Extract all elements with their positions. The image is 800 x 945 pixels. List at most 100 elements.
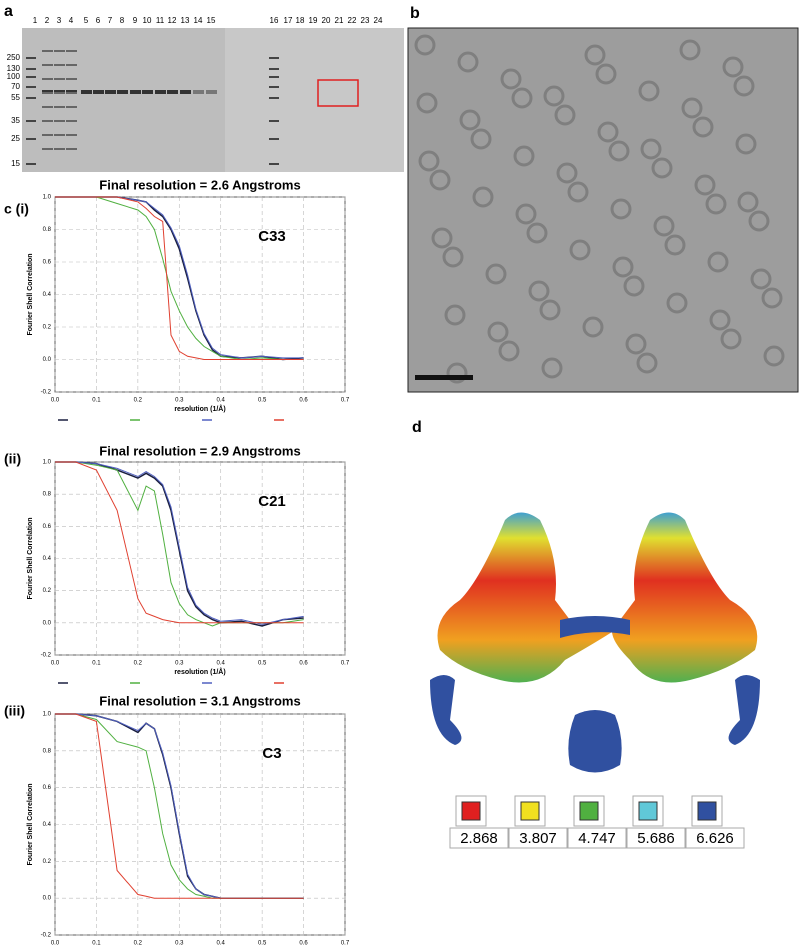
bridge xyxy=(560,616,630,638)
particle xyxy=(457,51,479,73)
y-tick-label: 0.6 xyxy=(43,260,52,266)
x-tick-label: 0.5 xyxy=(258,398,267,404)
particle xyxy=(485,263,507,285)
lane-label: 9 xyxy=(133,16,138,25)
particles xyxy=(414,34,785,384)
y-tick-label: 0.8 xyxy=(43,748,52,754)
x-axis-label: resolution (1/Å) xyxy=(174,404,225,413)
x-tick-label: 0.0 xyxy=(51,398,60,404)
lane-label: 21 xyxy=(335,16,344,25)
marker-label: 70 xyxy=(11,82,20,91)
swatch-frame xyxy=(455,795,487,827)
particle xyxy=(429,169,451,191)
lane-label: 20 xyxy=(322,16,331,25)
band xyxy=(269,86,279,88)
lane-label: 14 xyxy=(194,16,203,25)
lane-label: 7 xyxy=(108,16,113,25)
y-tick-label: 1.0 xyxy=(43,460,52,466)
particle xyxy=(487,321,509,343)
band xyxy=(269,138,279,140)
panel-label: c (i) xyxy=(4,201,29,217)
value-box xyxy=(567,827,627,849)
particle xyxy=(733,75,755,97)
marker-label: 55 xyxy=(11,93,20,102)
band xyxy=(66,134,77,136)
y-axis-label: Fourier Shell Correlation xyxy=(27,253,34,335)
band xyxy=(66,92,77,94)
particle xyxy=(567,181,589,203)
particle xyxy=(418,150,440,172)
particle xyxy=(539,299,561,321)
y-tick-label: 0.0 xyxy=(43,357,52,363)
annotation: C33 xyxy=(258,228,286,245)
lane-label: 24 xyxy=(374,16,383,25)
x-tick-label: 0.1 xyxy=(92,941,101,945)
x-tick-label: 0.7 xyxy=(341,398,350,404)
annotation: C3 xyxy=(262,745,281,762)
particle xyxy=(513,145,535,167)
x-tick-label: 0.5 xyxy=(258,661,267,667)
band xyxy=(269,163,279,165)
band xyxy=(42,50,53,52)
band xyxy=(269,120,279,122)
band xyxy=(130,90,141,94)
y-tick-label: 0.8 xyxy=(43,227,52,233)
y-tick-label: 0.6 xyxy=(43,785,52,791)
particle xyxy=(595,63,617,85)
band xyxy=(167,90,178,94)
band xyxy=(54,120,65,122)
band xyxy=(42,106,53,108)
particle xyxy=(584,44,606,66)
scale-value: 6.626 xyxy=(696,830,734,847)
band xyxy=(269,76,279,78)
particle xyxy=(446,362,468,384)
y-tick-label: 0.2 xyxy=(43,325,52,331)
particle xyxy=(636,352,658,374)
marker-label: 25 xyxy=(11,134,20,143)
band xyxy=(54,106,65,108)
x-tick-label: 0.6 xyxy=(299,941,308,945)
band xyxy=(66,148,77,150)
x-tick-label: 0.5 xyxy=(258,941,267,945)
particle xyxy=(459,109,481,131)
particle xyxy=(554,104,576,126)
band xyxy=(42,92,53,94)
lane-label: 4 xyxy=(69,16,74,25)
particle xyxy=(541,357,563,379)
y-tick-label: 0.4 xyxy=(43,292,52,298)
band xyxy=(54,50,65,52)
band xyxy=(117,90,128,94)
marker-label: 35 xyxy=(11,116,20,125)
band xyxy=(93,90,104,94)
band xyxy=(66,78,77,80)
band xyxy=(42,64,53,66)
panel-label: (iii) xyxy=(4,703,25,719)
particle xyxy=(472,186,494,208)
y-tick-label: 0.0 xyxy=(43,620,52,626)
band xyxy=(105,90,116,94)
band xyxy=(269,57,279,59)
lane-label: 15 xyxy=(207,16,216,25)
x-tick-label: 0.4 xyxy=(217,941,226,945)
band xyxy=(269,68,279,70)
lane-label: 5 xyxy=(84,16,89,25)
particle xyxy=(707,251,729,273)
swatch xyxy=(697,801,717,821)
band xyxy=(66,106,77,108)
panel-label: (ii) xyxy=(4,451,21,467)
particle xyxy=(623,275,645,297)
particle xyxy=(569,239,591,261)
x-tick-label: 0.2 xyxy=(134,661,143,667)
y-tick-label: -0.2 xyxy=(41,390,52,396)
particle xyxy=(597,121,619,143)
band xyxy=(42,134,53,136)
particle xyxy=(651,157,673,179)
density-map xyxy=(430,512,760,773)
arm-left xyxy=(430,675,462,745)
fsc-curve xyxy=(55,461,304,624)
lane-label: 3 xyxy=(57,16,62,25)
particle xyxy=(750,268,772,290)
band xyxy=(26,86,36,88)
swatch xyxy=(638,801,658,821)
particle xyxy=(515,203,537,225)
